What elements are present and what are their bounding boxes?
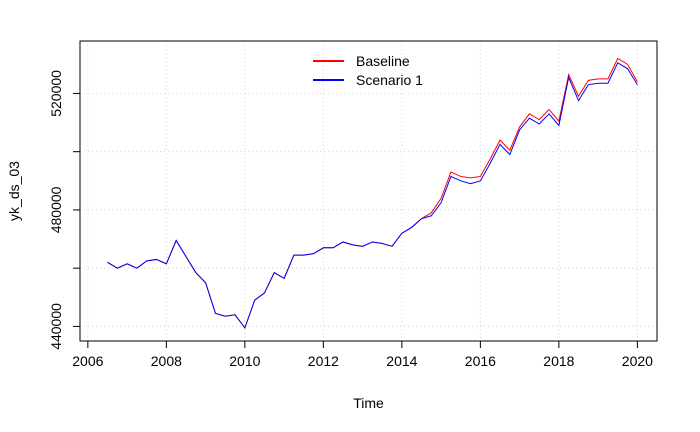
- y-tick-label: 520000: [48, 70, 64, 117]
- series-lines: [107, 57, 638, 329]
- legend-label: Scenario 1: [356, 72, 423, 88]
- y-tick-label: 440000: [48, 303, 64, 350]
- x-tick-label: 2012: [308, 353, 339, 369]
- x-tick-label: 2008: [151, 353, 182, 369]
- x-tick-label: 2016: [465, 353, 496, 369]
- x-tick-label: 2018: [543, 353, 574, 369]
- x-axis-label: Time: [353, 395, 384, 411]
- series-line-baseline: [107, 57, 638, 329]
- y-axis-label: yk_ds_03: [6, 161, 22, 221]
- y-axis: 440000 480000 520000: [48, 70, 81, 350]
- x-axis: 2006 2008 2010 2012 2014 2016 2018 2020: [72, 340, 653, 369]
- x-tick-label: 2010: [229, 353, 260, 369]
- x-tick-label: 2020: [622, 353, 653, 369]
- legend: Baseline Scenario 1: [313, 53, 423, 88]
- x-tick-label: 2006: [72, 353, 103, 369]
- legend-label: Baseline: [356, 53, 410, 69]
- x-tick-label: 2014: [386, 353, 417, 369]
- grid: [80, 41, 657, 341]
- series-line-scenario-1: [107, 62, 638, 329]
- y-tick-label: 480000: [48, 186, 64, 233]
